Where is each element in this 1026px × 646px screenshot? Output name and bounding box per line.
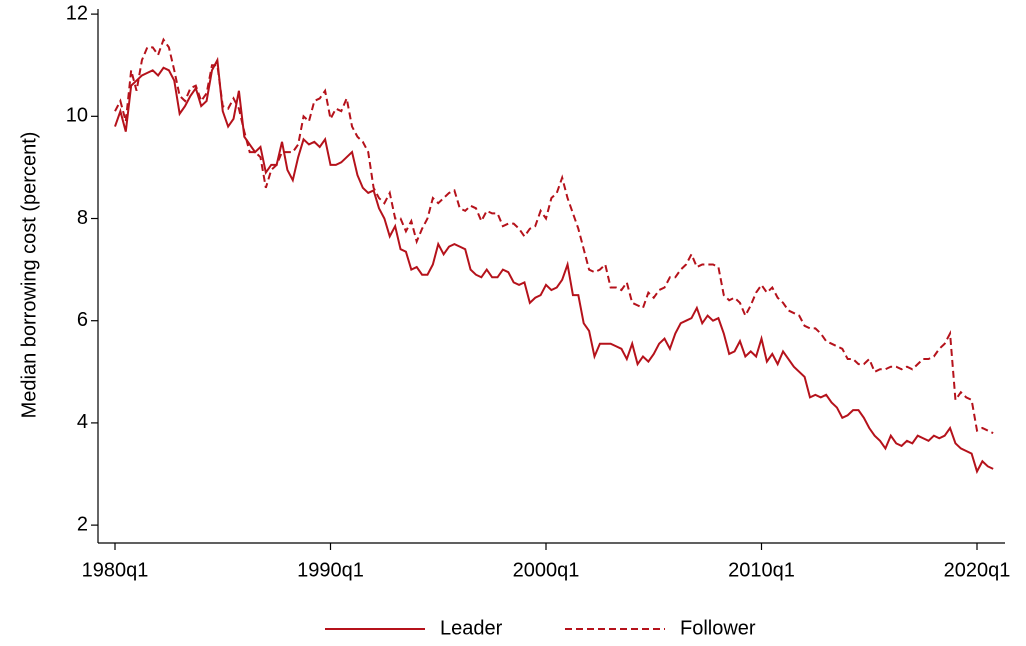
y-tick-label: 4 [77, 411, 88, 433]
y-tick-label: 12 [66, 2, 88, 24]
y-tick-label: 2 [77, 513, 88, 535]
y-tick-label: 10 [66, 105, 88, 127]
legend-label: Leader [440, 617, 503, 639]
x-tick-label: 1980q1 [82, 559, 149, 581]
x-tick-label: 2010q1 [728, 559, 795, 581]
x-tick-label: 1990q1 [297, 559, 364, 581]
series-line [114, 56, 994, 475]
y-tick-label: 8 [77, 207, 88, 229]
y-axis-label: Median borrowing cost (percent) [18, 132, 40, 419]
legend-label: Follower [680, 617, 756, 639]
x-tick-label: 2000q1 [513, 559, 580, 581]
series-line [114, 37, 994, 435]
y-tick-label: 6 [77, 309, 88, 331]
x-tick-label: 2020q1 [944, 559, 1011, 581]
